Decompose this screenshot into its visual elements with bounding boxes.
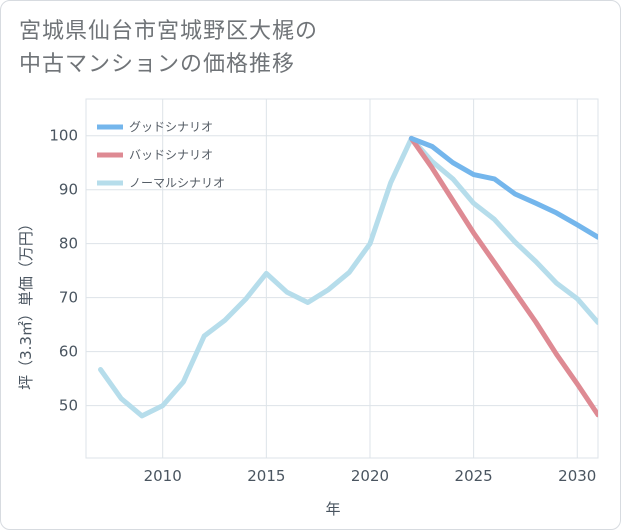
y-axis-label: 坪（3.3㎡）単価（万円） [17,216,35,390]
x-tick-label: 2030 [558,467,596,485]
x-tick-label: 2015 [247,467,285,485]
x-tick-label: 2020 [351,467,389,485]
series-lines [98,135,598,419]
y-tick-label: 50 [59,397,78,415]
legend-label: グッドシナリオ [129,120,213,134]
legend-label: ノーマルシナリオ [129,176,225,190]
legend-label: バッドシナリオ [129,148,213,162]
grid [85,98,599,459]
x-tick-label: 2010 [144,467,182,485]
x-tick-label: 2025 [455,467,493,485]
x-axis-label: 年 [325,500,340,518]
series-line-0 [408,135,598,240]
y-tick-label: 70 [59,289,78,307]
chart-title-line-1: 宮城県仙台市宮城野区大梶の [19,19,319,44]
plot-area [85,98,599,459]
y-tick-label: 90 [59,181,78,199]
series-line-1 [408,135,598,418]
series-line-2 [98,135,598,419]
y-tick-label: 80 [59,235,78,253]
axes: 2010 2015 2020 2025 2030 50 60 70 80 90 100 [49,127,596,485]
y-tick-label: 60 [59,343,78,361]
chart-title-line-2: 中古マンションの価格推移 [19,52,296,77]
y-tick-label: 100 [49,127,78,145]
chart-title: 宮城県仙台市宮城野区大梶の 中古マンションの価格推移 [19,15,318,81]
